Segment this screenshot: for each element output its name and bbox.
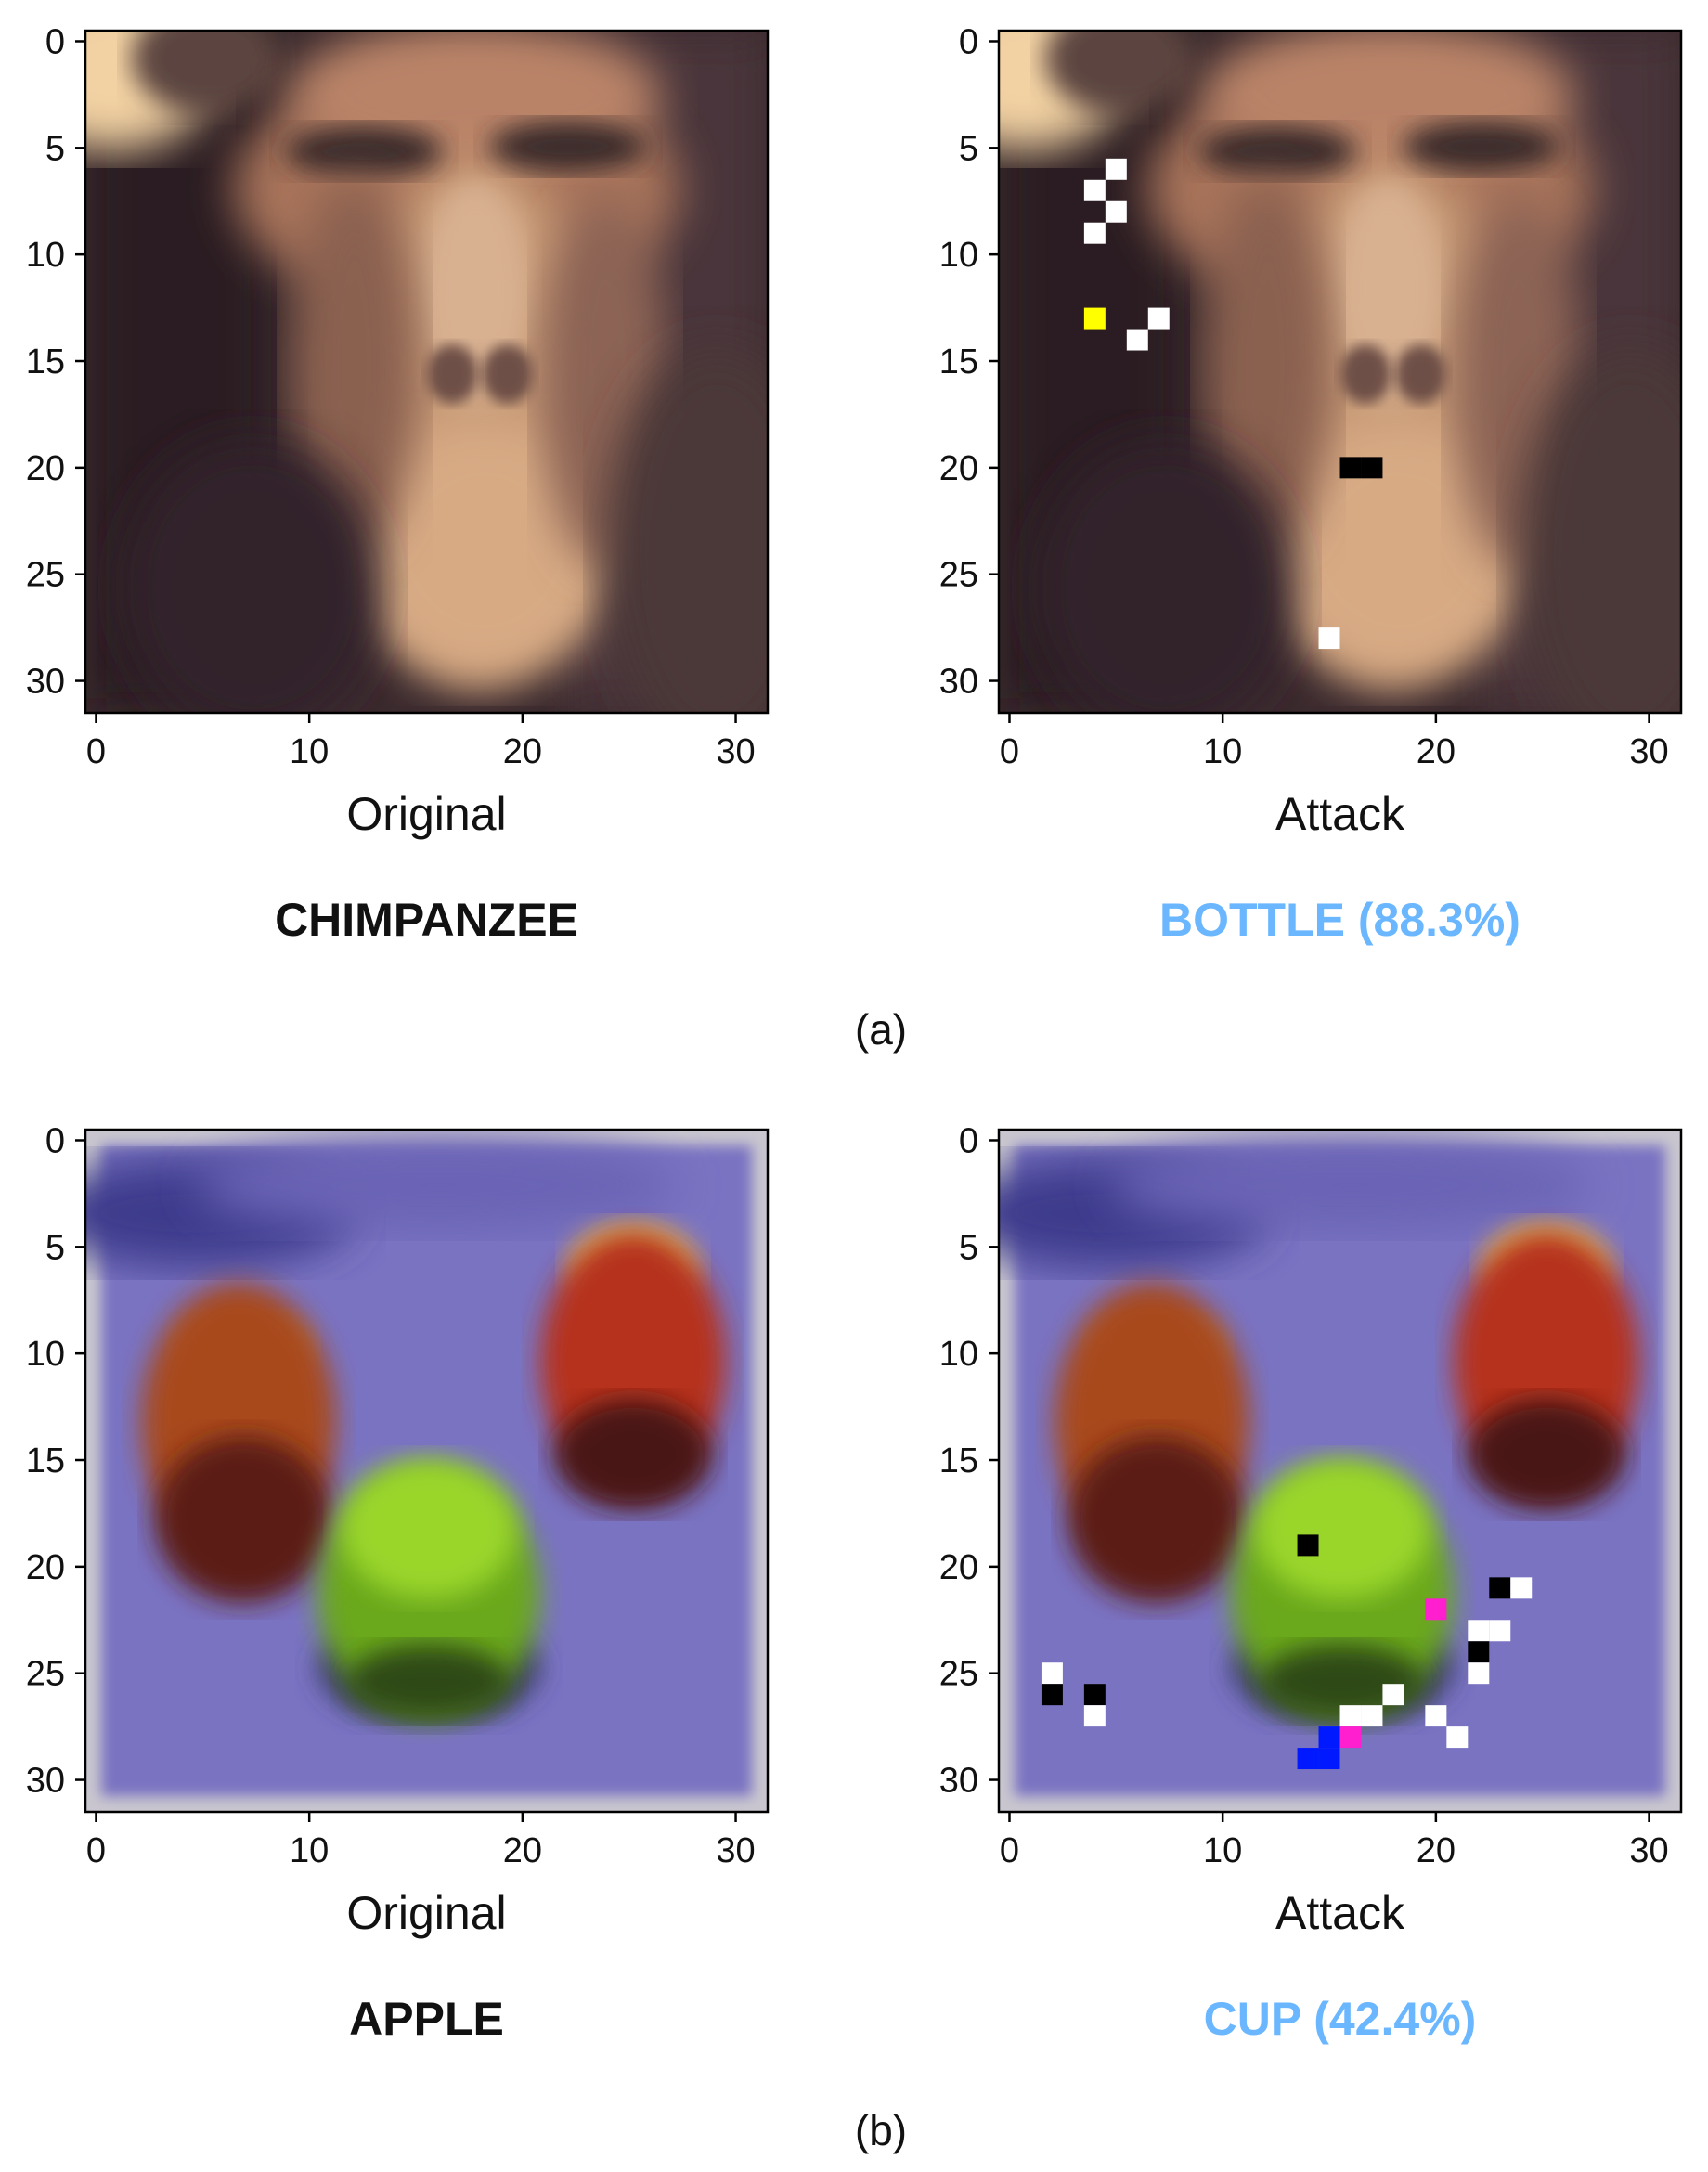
x-tick-label: 20 (1417, 732, 1456, 771)
y-tick-label: 25 (26, 556, 65, 595)
y-tick-label: 5 (959, 129, 978, 168)
perturbed-pixel (1083, 1684, 1106, 1706)
perturbed-pixel (1468, 1662, 1490, 1685)
axes-frame (84, 1128, 770, 1814)
perturbed-pixel (1489, 1577, 1511, 1599)
x-tick-label: 10 (290, 732, 329, 771)
perturbed-pixel (1382, 1684, 1404, 1706)
subfigure-label: (a) (855, 1005, 907, 1054)
image (11, 0, 828, 755)
x-tick-label: 10 (1203, 1831, 1242, 1870)
y-tick-label: 30 (26, 1762, 65, 1801)
perturbed-pixel (1361, 457, 1383, 479)
y-tick-label: 0 (45, 1121, 65, 1160)
panel-b-original: 0 10 20 30 0 5 10 15 20 25 30 Original APPLE (26, 1121, 770, 2045)
x-tick-label: 20 (1417, 1831, 1456, 1870)
prediction-label: CUP (42.4%) (1204, 1993, 1477, 2045)
prediction-label: APPLE (349, 1993, 504, 2045)
x-tick-label: 0 (86, 1831, 106, 1870)
x-tick-label: 20 (503, 732, 542, 771)
x-axis-label: Original (346, 788, 506, 840)
x-tick-label: 30 (1629, 732, 1668, 771)
y-tick-label: 20 (26, 449, 65, 488)
perturbed-pixel (1468, 1641, 1490, 1663)
axes-frame (997, 29, 1683, 715)
x-tick-label: 0 (86, 732, 106, 771)
y-tick-label: 25 (939, 1655, 978, 1694)
y-tick-label: 30 (939, 663, 978, 702)
subfigure-label: (b) (855, 2106, 907, 2154)
y-tick-label: 0 (959, 1121, 978, 1160)
x-axis-label: Attack (1275, 788, 1405, 840)
y-tick-label: 0 (959, 22, 978, 61)
x-tick-label: 10 (290, 1831, 329, 1870)
perturbed-pixel (1105, 158, 1127, 180)
perturbed-pixel (1468, 1620, 1490, 1642)
y-tick-label: 25 (26, 1655, 65, 1694)
y-tick-label: 10 (26, 236, 65, 275)
perturbed-pixel (1083, 179, 1106, 201)
perturbed-pixel (1297, 1534, 1319, 1557)
perturbed-pixel (1083, 222, 1106, 244)
perturbed-pixel (1083, 1705, 1106, 1727)
perturbed-pixel (1425, 1598, 1447, 1621)
image (925, 0, 1708, 755)
image (39, 1130, 768, 1812)
y-tick-label: 5 (45, 129, 65, 168)
perturbed-pixel (1318, 1748, 1340, 1770)
perturbed-pixel (1318, 1726, 1340, 1749)
y-tick-label: 10 (26, 1335, 65, 1374)
y-tick-label: 20 (939, 449, 978, 488)
image (952, 1130, 1681, 1812)
perturbed-pixel (1041, 1662, 1063, 1685)
y-tick-label: 5 (959, 1228, 978, 1267)
perturbed-pixel (1105, 200, 1127, 223)
y-tick-label: 15 (26, 1442, 65, 1480)
y-tick-label: 30 (939, 1762, 978, 1801)
x-tick-label: 30 (1629, 1831, 1668, 1870)
x-axis-label: Original (346, 1887, 506, 1939)
y-tick-label: 10 (939, 1335, 978, 1374)
x-tick-label: 10 (1203, 732, 1242, 771)
y-tick-label: 30 (26, 663, 65, 702)
perturbed-pixel (1361, 1705, 1383, 1727)
perturbed-pixel (1126, 329, 1148, 351)
y-tick-label: 15 (939, 1442, 978, 1480)
x-tick-label: 0 (1000, 732, 1019, 771)
x-tick-label: 0 (1000, 1831, 1019, 1870)
panel-a-original: 0 10 20 30 0 5 10 15 20 25 30 Original CHIMPANZEE (11, 0, 828, 946)
perturbed-pixel (1318, 627, 1340, 650)
panel-a-attack: 0 10 20 30 0 5 10 15 20 25 30 Attack BOTTLE (88.3%) (925, 0, 1708, 946)
perturbed-pixel (1446, 1726, 1469, 1749)
y-tick-label: 10 (939, 236, 978, 275)
y-tick-label: 0 (45, 22, 65, 61)
x-tick-label: 30 (716, 1831, 755, 1870)
perturbed-pixel (1297, 1748, 1319, 1770)
prediction-label: CHIMPANZEE (275, 894, 578, 946)
y-tick-label: 20 (939, 1548, 978, 1587)
perturbed-pixel (1041, 1684, 1063, 1706)
perturbed-pixel (1425, 1705, 1447, 1727)
y-tick-label: 25 (939, 556, 978, 595)
perturbed-pixel (1083, 307, 1106, 330)
axes-frame (997, 1128, 1683, 1814)
perturbed-pixel (1339, 1726, 1362, 1749)
prediction-label: BOTTLE (88.3%) (1159, 894, 1520, 946)
perturbed-pixel (1339, 1705, 1362, 1727)
perturbed-pixel (1510, 1577, 1533, 1599)
perturbed-pixel (1147, 307, 1170, 330)
perturbed-pixel (1489, 1620, 1511, 1642)
axes-frame (84, 29, 770, 715)
y-tick-label: 5 (45, 1228, 65, 1267)
x-tick-label: 20 (503, 1831, 542, 1870)
y-tick-label: 20 (26, 1548, 65, 1587)
x-axis-label: Attack (1275, 1887, 1405, 1939)
perturbed-pixel (1339, 457, 1362, 479)
x-tick-label: 30 (716, 732, 755, 771)
panel-b-attack: 0 10 20 30 0 5 10 15 20 25 30 Attack CUP (42.4%) (939, 1121, 1683, 2045)
y-tick-label: 15 (939, 343, 978, 381)
y-tick-label: 15 (26, 343, 65, 381)
